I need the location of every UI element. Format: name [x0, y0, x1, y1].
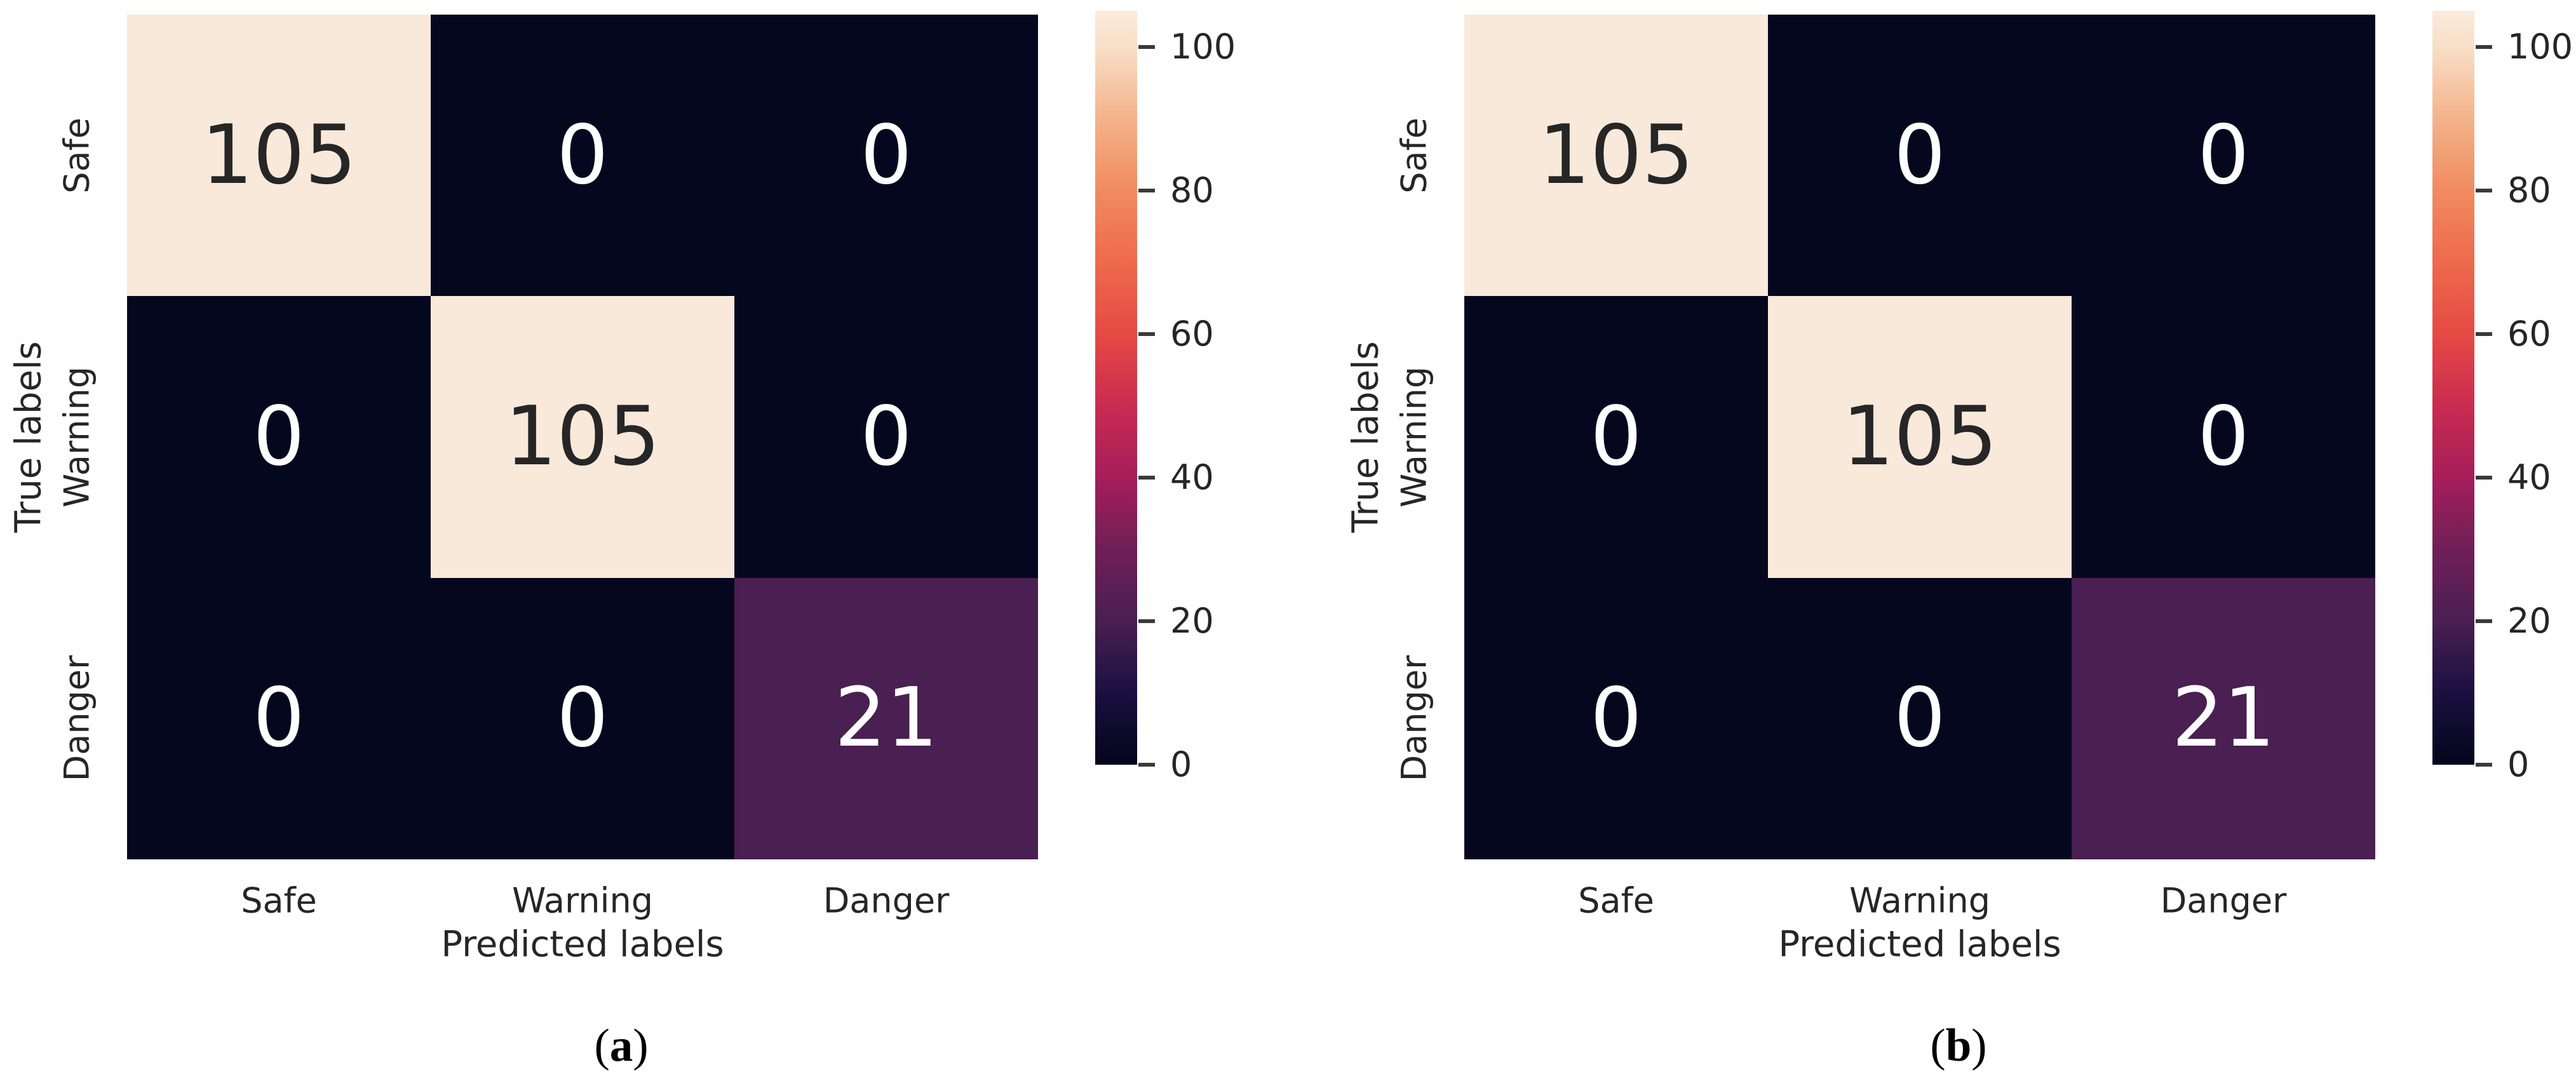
caption-paren-open: ( [1930, 1019, 1946, 1071]
colorbar [2432, 11, 2474, 765]
colorbar-tick-label: 60 [2507, 313, 2551, 354]
heatmap-cell-r1c0: 0 [127, 296, 431, 578]
heatmap-cell-r2c2: 21 [2072, 577, 2375, 859]
col-tick-label-warning: Warning [511, 880, 654, 921]
heatmap-cell-r1c2: 0 [2072, 296, 2375, 578]
cell-value: 0 [556, 107, 609, 203]
heatmap-cell-r2c1: 0 [1768, 577, 2072, 859]
cell-value: 0 [2197, 107, 2249, 203]
row-tick-label-danger: Danger [1394, 655, 1434, 782]
colorbar-tick-label: 40 [1170, 457, 1214, 497]
row-tick-label-safe: Safe [1394, 118, 1434, 194]
x-axis-label: Predicted labels [441, 923, 724, 965]
cell-value: 0 [1894, 671, 1946, 766]
heatmap-cell-r2c0: 0 [1464, 577, 1768, 859]
colorbar-tick [2476, 619, 2492, 623]
caption-paren-open: ( [594, 1019, 610, 1071]
cell-value: 0 [1590, 671, 1642, 766]
colorbar-tick-label: 20 [2507, 600, 2551, 641]
panel-b: True labels Safe Warning Danger 105 0 0 0 10… [1337, 0, 2576, 1088]
heatmap-cell-r1c2: 0 [734, 296, 1038, 578]
cell-value: 21 [2171, 671, 2276, 766]
colorbar-tick-label: 40 [2507, 457, 2551, 497]
cell-value: 0 [253, 671, 305, 766]
heatmap-cell-r1c1: 105 [1768, 296, 2072, 578]
heatmap-cell-r2c2: 21 [734, 577, 1038, 859]
row-tick-label-safe: Safe [57, 118, 97, 194]
col-tick-label-safe: Safe [241, 880, 317, 921]
heatmap-cell-r0c2: 0 [2072, 15, 2375, 297]
row-tick-label-warning: Warning [1394, 366, 1434, 508]
heatmap-cell-r0c0: 105 [127, 15, 431, 297]
col-tick-label-danger: Danger [823, 880, 950, 921]
heatmap-cell-r0c0: 105 [1464, 15, 1768, 297]
colorbar-tick [2476, 188, 2492, 192]
heatmap-cell-r1c0: 0 [1464, 296, 1768, 578]
col-tick-label-danger: Danger [2160, 880, 2287, 921]
cell-value: 105 [1842, 389, 1998, 484]
cell-value: 21 [834, 671, 938, 766]
cell-value: 0 [253, 389, 305, 484]
colorbar-tick [1138, 475, 1155, 480]
colorbar-tick [2476, 763, 2492, 767]
colorbar-tick [1138, 44, 1155, 49]
y-axis-label: True labels [8, 341, 50, 533]
caption-paren-close: ) [633, 1019, 649, 1071]
colorbar-tick [1138, 188, 1155, 192]
heatmap-cell-r0c1: 0 [431, 15, 734, 297]
col-tick-label-warning: Warning [1849, 880, 1991, 921]
caption-letter: a [609, 1019, 633, 1071]
y-axis-label: True labels [1345, 341, 1387, 533]
panel-a: True labels Safe Warning Danger 105 0 0 0 10… [8, 11, 1236, 1072]
colorbar-tick-label: 0 [2507, 744, 2530, 784]
heatmap-cell-r1c1: 105 [431, 296, 734, 578]
colorbar-tick [1138, 763, 1155, 767]
x-axis-label: Predicted labels [1778, 923, 2061, 965]
heatmap-grid: 105 0 0 0 105 0 0 0 21 [127, 15, 1038, 859]
colorbar-tick-label: 100 [2507, 26, 2573, 67]
row-tick-label-danger: Danger [57, 655, 97, 782]
heatmap-cell-r2c0: 0 [127, 577, 431, 859]
colorbar-tick-label: 20 [1170, 600, 1214, 641]
cell-value: 105 [1538, 107, 1694, 203]
heatmap-cell-r0c2: 0 [734, 15, 1038, 297]
colorbar-tick [1138, 619, 1155, 623]
heatmap-grid: 105 0 0 0 105 0 0 0 21 [1464, 15, 2375, 859]
heatmap-cell-r2c1: 0 [431, 577, 734, 859]
heatmap-cell-r0c1: 0 [1768, 15, 2072, 297]
colorbar-tick [2476, 332, 2492, 336]
row-tick-label-warning: Warning [57, 366, 97, 508]
panel-caption: (a) [594, 1019, 648, 1072]
colorbar-tick [2476, 475, 2492, 480]
colorbar-tick [2476, 44, 2492, 49]
colorbar-tick-label: 80 [2507, 170, 2551, 210]
cell-value: 0 [860, 389, 912, 484]
cell-value: 105 [201, 107, 357, 203]
cell-value: 105 [504, 389, 661, 484]
colorbar-tick-label: 60 [1170, 313, 1214, 354]
colorbar-tick [1138, 332, 1155, 336]
colorbar [1095, 11, 1137, 765]
panel-caption: (b) [1930, 1019, 1986, 1072]
cell-value: 0 [860, 107, 912, 203]
caption-letter: b [1945, 1019, 1972, 1071]
col-tick-label-safe: Safe [1578, 880, 1654, 921]
cell-value: 0 [1894, 107, 1946, 203]
colorbar-tick-label: 0 [1170, 744, 1192, 784]
cell-value: 0 [556, 671, 609, 766]
cell-value: 0 [1590, 389, 1642, 484]
colorbar-tick-label: 100 [1170, 26, 1236, 67]
caption-paren-close: ) [1971, 1019, 1987, 1071]
cell-value: 0 [2197, 389, 2249, 484]
colorbar-tick-label: 80 [1170, 170, 1214, 210]
